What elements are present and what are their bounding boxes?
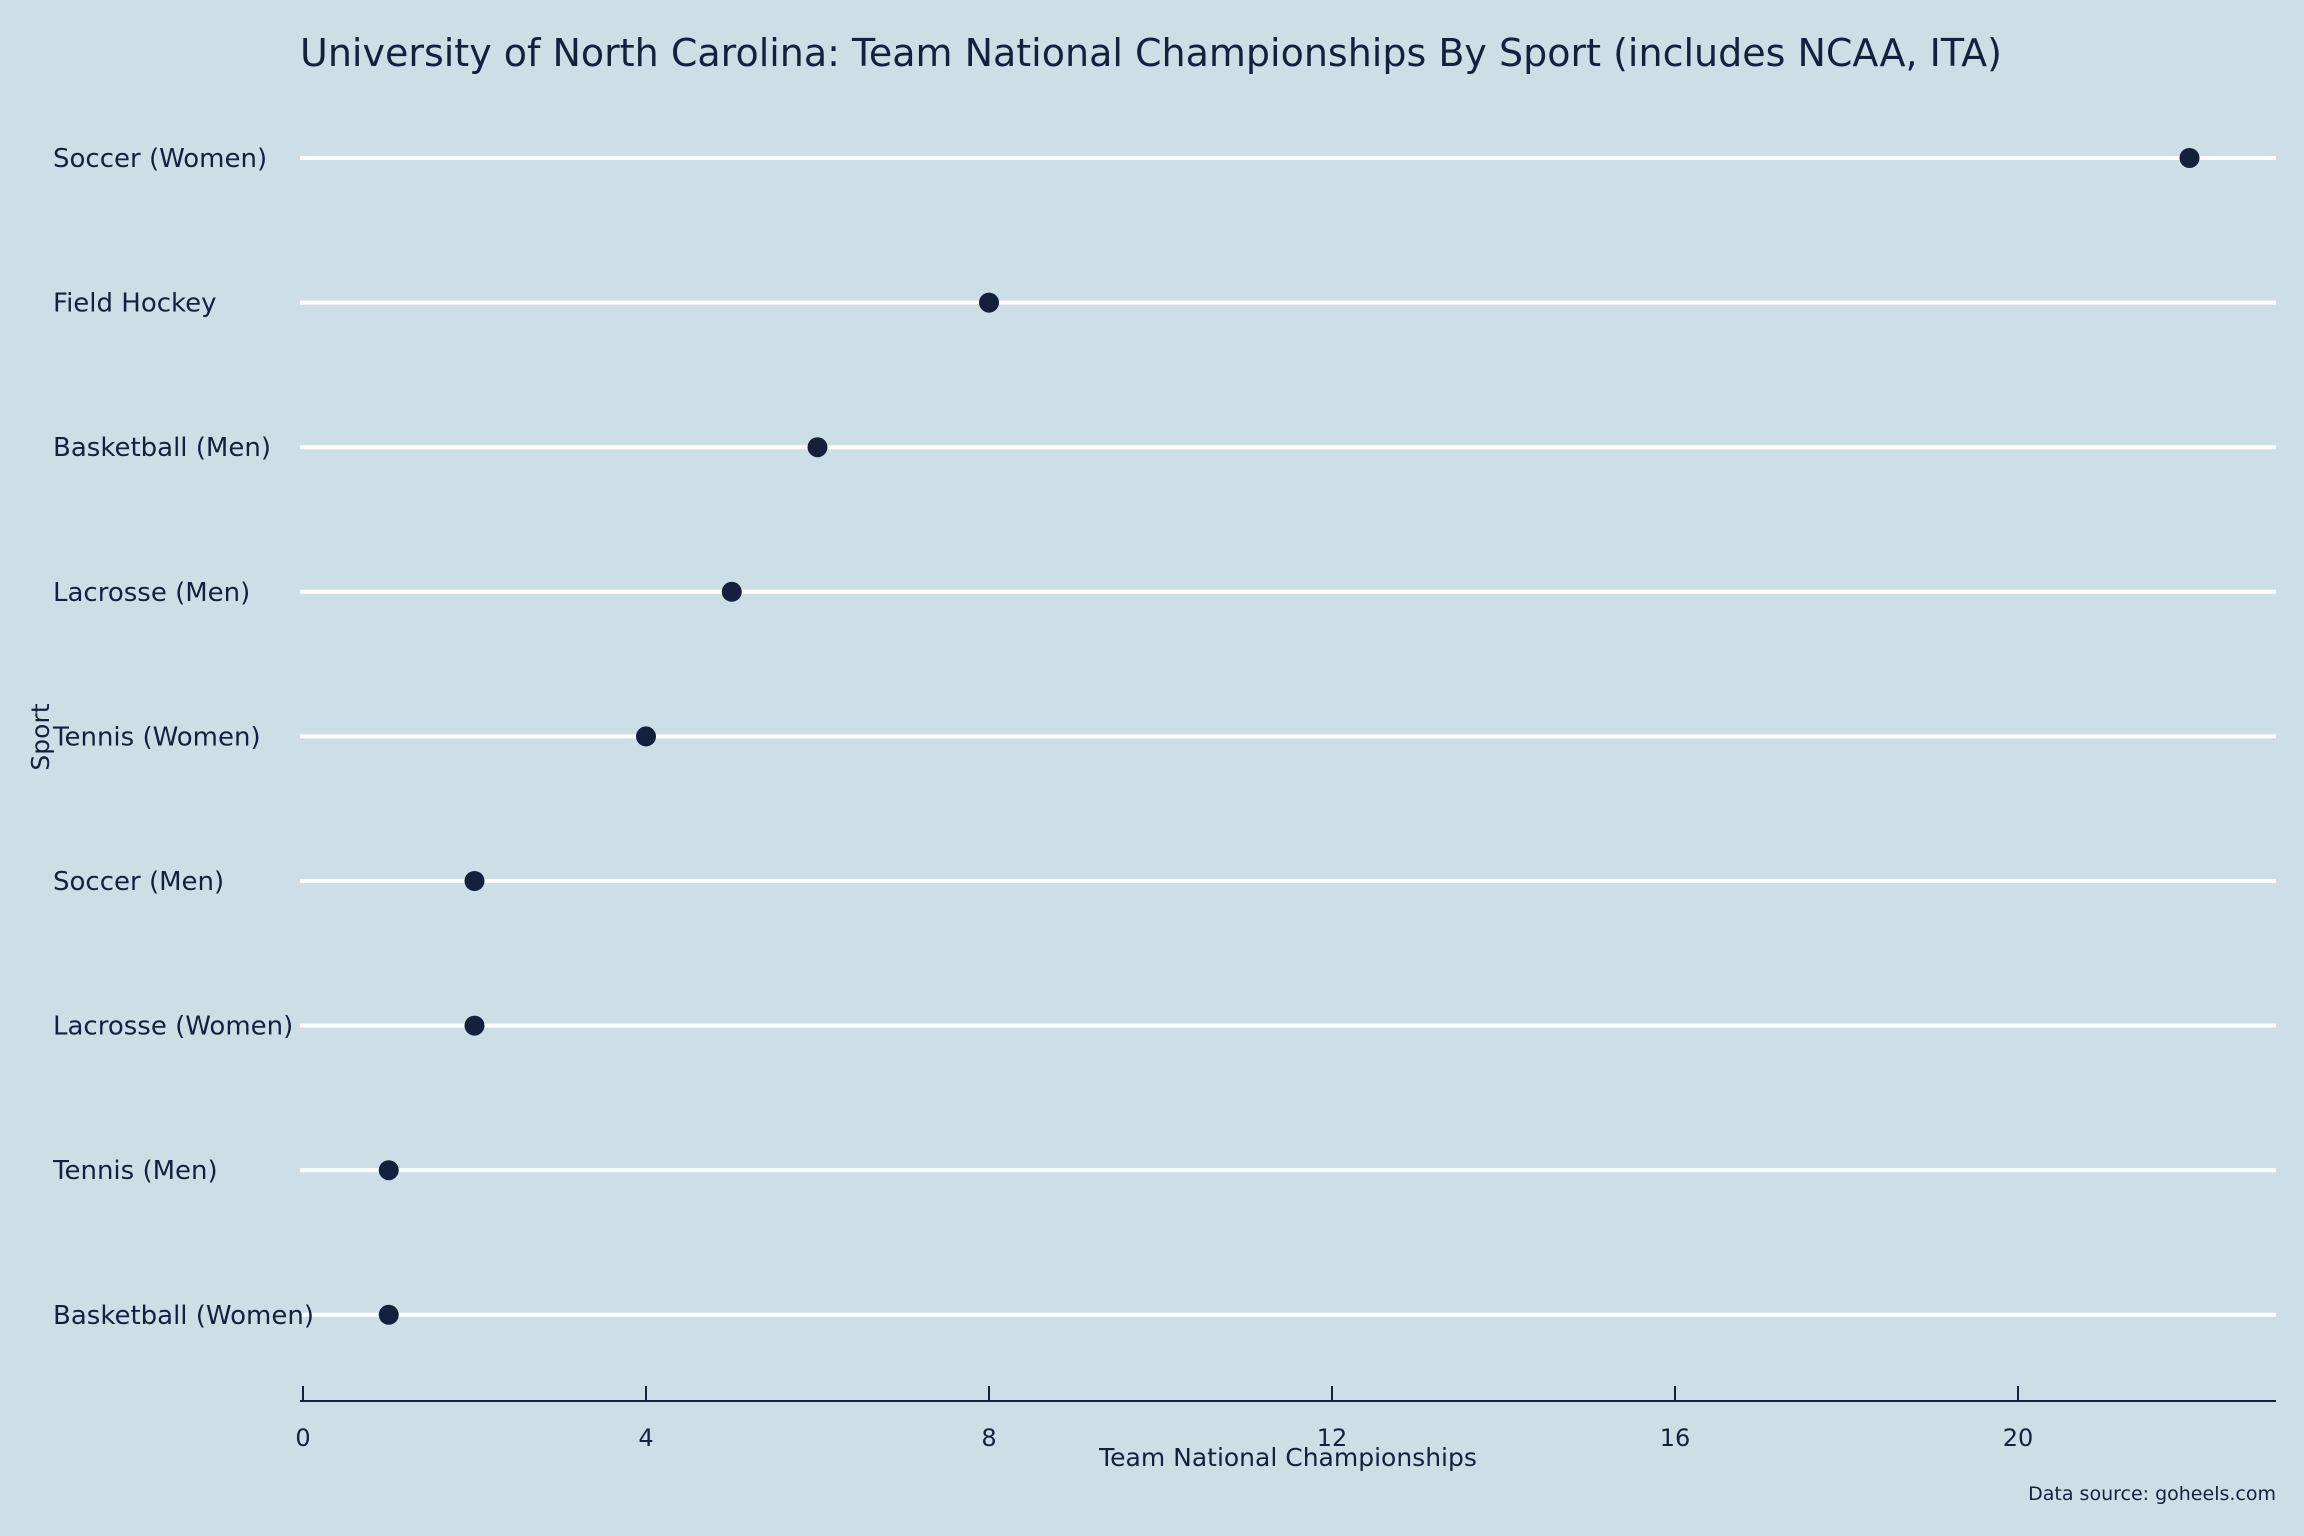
- x-axis-ticks: 0 4 8 12 16 20: [295, 1386, 2033, 1452]
- category-label: Soccer (Men): [53, 867, 224, 897]
- y-axis-title: Sport: [26, 703, 55, 770]
- x-tick-label: 20: [2003, 1424, 2034, 1452]
- data-point: [979, 292, 999, 313]
- x-tick-label: 12: [1317, 1424, 1348, 1452]
- x-tick-label: 4: [638, 1424, 653, 1452]
- category-label: Field Hockey: [53, 289, 217, 319]
- category-label: Basketball (Women): [53, 1301, 314, 1331]
- category-label: Basketball (Men): [53, 433, 271, 463]
- category-label: Soccer (Women): [53, 144, 267, 174]
- x-tick-label: 8: [981, 1424, 996, 1452]
- data-point: [2179, 148, 2200, 168]
- data-point: [378, 1160, 399, 1181]
- data-point: [636, 726, 656, 747]
- data-source-caption: Data source: goheels.com: [2028, 1483, 2276, 1505]
- data-point: [721, 581, 742, 602]
- category-label: Lacrosse (Women): [53, 1012, 293, 1042]
- chart-title: University of North Carolina: Team Natio…: [300, 31, 2002, 75]
- gridlines: [300, 156, 2276, 1317]
- category-label: Tennis (Women): [52, 722, 261, 752]
- category-label: Tennis (Men): [52, 1156, 218, 1186]
- data-point: [807, 437, 828, 458]
- data-point: [378, 1304, 399, 1325]
- x-tick-label: 16: [1660, 1424, 1691, 1452]
- category-label: Lacrosse (Men): [53, 578, 250, 608]
- category-labels: Soccer (Women) Field Hockey Basketball (Me…: [52, 144, 314, 1331]
- data-point: [464, 1015, 485, 1036]
- x-axis-title: Team National Championships: [1098, 1443, 1477, 1472]
- data-points: [378, 148, 2200, 1325]
- x-tick-label: 0: [295, 1424, 310, 1452]
- data-point: [464, 871, 485, 891]
